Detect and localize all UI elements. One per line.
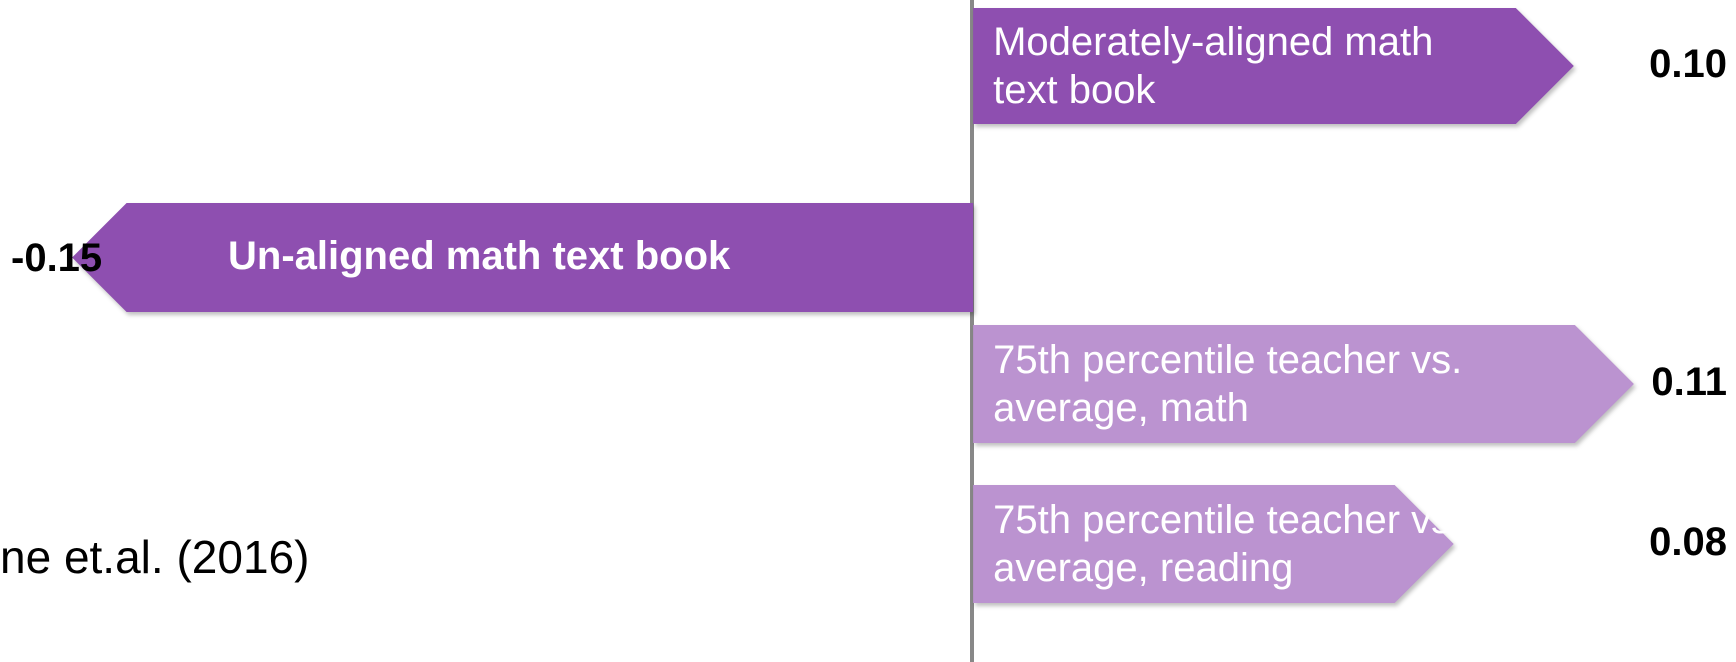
bar-label: Moderately-aligned math text book (993, 20, 1434, 112)
arrow-bar (973, 325, 1634, 443)
arrow-bar (973, 485, 1454, 603)
bar-label: 75th percentile teacher vs. average, mat… (993, 338, 1463, 430)
arrow-bar (72, 203, 974, 312)
citation: ne et.al. (2016) (0, 531, 310, 583)
bar-label: 75th percentile teacher vs. average, rea… (993, 498, 1463, 590)
value-label: 0.10 (1649, 42, 1727, 86)
bar-label: Un-aligned math text book (228, 233, 731, 278)
arrow-bar (973, 8, 1574, 124)
value-label: 0.08 (1649, 520, 1727, 564)
value-label: 0.11 (1651, 360, 1727, 404)
value-label: -0.15 (11, 235, 103, 280)
